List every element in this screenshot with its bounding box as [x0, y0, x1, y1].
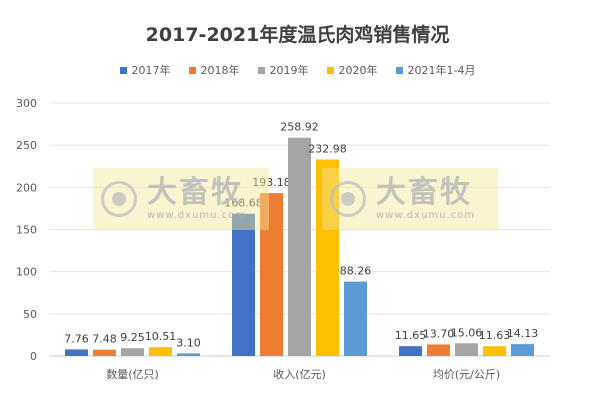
bar	[65, 349, 88, 356]
y-tick-label: 100	[16, 266, 37, 279]
data-label: 11.63	[479, 329, 511, 342]
watermark-url: www.dxumu.com	[376, 209, 476, 221]
data-label: 88.26	[340, 265, 372, 278]
bar	[427, 344, 450, 356]
bar	[399, 346, 422, 356]
legend-label: 2019年	[269, 64, 309, 77]
y-tick-label: 50	[23, 308, 37, 321]
y-tick-label: 200	[16, 181, 37, 194]
data-label: 9.25	[120, 331, 145, 344]
data-label: 13.70	[423, 327, 455, 340]
legend-label: 2021年1-4月	[407, 64, 476, 77]
bar	[93, 349, 116, 356]
legend-label: 2018年	[200, 64, 240, 77]
data-label: 7.76	[64, 332, 89, 345]
data-label: 258.92	[280, 121, 319, 134]
bar	[288, 137, 311, 356]
legend-item: 2018年	[188, 62, 240, 78]
data-label: 168.68	[224, 197, 263, 210]
bar	[232, 213, 255, 356]
watermark-logo-icon	[330, 181, 366, 217]
watermark-brand: 大畜牧	[147, 174, 243, 210]
bar	[511, 344, 534, 356]
data-label: 11.65	[395, 329, 427, 342]
legend-swatch	[326, 66, 334, 74]
legend-item: 2017年	[119, 62, 171, 78]
data-label: 193.18	[252, 176, 291, 189]
bar	[260, 193, 283, 356]
legend: 2017年 2018年 2019年 2020年 2021年1-4月	[0, 62, 595, 78]
bar	[149, 347, 172, 356]
data-label: 10.51	[145, 330, 177, 343]
x-tick-label: 收入(亿元)	[273, 367, 326, 381]
legend-swatch	[395, 66, 403, 74]
bar	[483, 346, 506, 356]
legend-swatch	[188, 66, 196, 74]
legend-swatch	[119, 66, 127, 74]
y-tick-label: 250	[16, 139, 37, 152]
watermark-brand: 大畜牧	[376, 174, 472, 210]
data-label: 7.48	[92, 333, 117, 346]
watermark-left: 大畜牧 www.dxumu.com	[93, 168, 269, 230]
bar	[344, 281, 367, 356]
data-label: 3.10	[176, 336, 201, 349]
legend-item: 2021年1-4月	[395, 62, 476, 78]
legend-item: 2020年	[326, 62, 378, 78]
chart-title: 2017-2021年度温氏肉鸡销售情况	[145, 24, 450, 46]
x-tick-label: 均价(元/公斤)	[433, 368, 500, 381]
y-tick-label: 150	[16, 224, 37, 237]
y-tick-label: 0	[30, 350, 37, 363]
bar	[455, 343, 478, 356]
bar	[121, 348, 144, 356]
legend-swatch	[257, 66, 265, 74]
watermark-url: www.dxumu.com	[147, 209, 247, 221]
legend-label: 2017年	[131, 64, 171, 77]
legend-label: 2020年	[338, 64, 378, 77]
data-label: 14.13	[507, 327, 539, 340]
data-label: 232.98	[308, 143, 347, 156]
watermark-logo-icon	[101, 181, 137, 217]
bar	[177, 353, 200, 356]
legend-item: 2019年	[257, 62, 309, 78]
x-tick-label: 数量(亿只)	[106, 368, 159, 381]
data-label: 15.06	[451, 326, 483, 339]
y-tick-label: 300	[16, 97, 37, 110]
watermark-right: 大畜牧 www.dxumu.com	[322, 168, 498, 230]
